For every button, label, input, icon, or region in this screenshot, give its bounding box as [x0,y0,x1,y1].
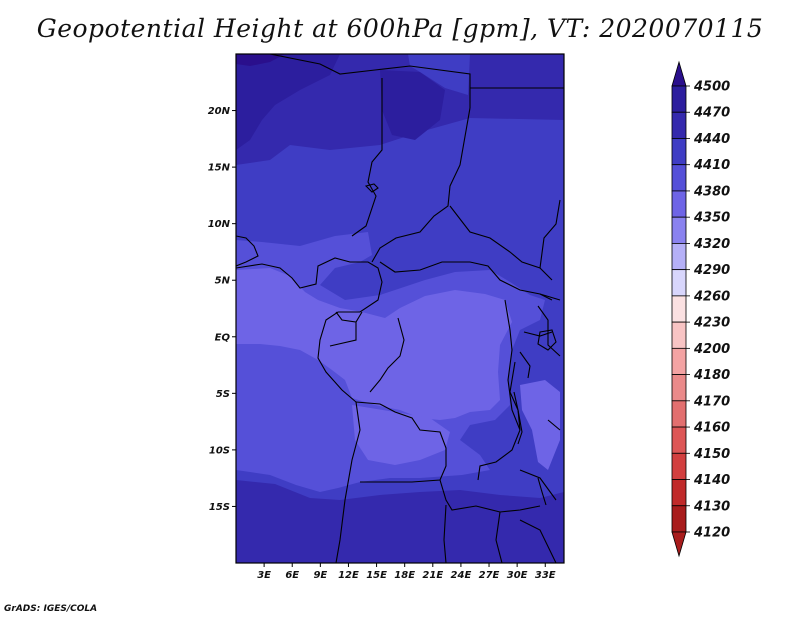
colorbar-swatch [671,400,687,428]
colorbar-label: 4440 [693,132,730,147]
contour-region-south [236,480,564,563]
colorbar-label: 4150 [693,447,730,462]
colorbar-swatch [671,216,687,244]
colorbar-label: 4500 [693,80,730,95]
map-borders [236,54,564,563]
latitude-axis: 20N 15N 10N 5N EQ 5S 10S 15S [208,106,236,513]
colorbar-bottom-arrow [671,531,687,558]
lat-tick-label: 10S [209,445,230,456]
colorbar-swatch [671,452,687,480]
colorbar-top-arrow [671,60,687,87]
border-angola [355,401,447,483]
lon-tick-label: 30E [507,570,528,581]
credit-label: GrADS: IGES/COLA [4,604,98,614]
colorbar-swatch [671,243,687,271]
colorbar-label: 4410 [693,158,730,173]
border-chad-sudan [351,78,383,237]
colorbar-label: 4180 [693,368,730,383]
colorbar-swatch [671,347,687,375]
colorbar-swatch [671,190,687,218]
colorbar-swatch [671,138,687,166]
lon-tick-label: 9E [313,570,327,581]
colorbar-label: 4380 [693,184,730,199]
colorbar-label: 4470 [693,106,730,121]
lake-chad [364,183,379,193]
border-congo [329,311,405,393]
colorbar-label: 4160 [693,421,730,436]
colorbar: 4500 4470 4440 4410 4380 4350 4320 4290 4260 4230… [671,60,730,558]
lat-tick-label: 15N [208,163,231,174]
lon-tick-label: 3E [257,570,271,581]
border-zambia [439,479,541,513]
colorbar-label: 4170 [693,394,730,409]
lake-malawi [537,477,547,506]
lake-victoria [537,329,557,351]
contour-region-northeast [380,70,445,140]
chart-title: Geopotential Height at 600hPa [gpm], VT:… [36,14,764,43]
lat-tick-label: EQ [215,332,231,343]
colorbar-swatch [671,164,687,192]
border-sudan [371,87,564,263]
colorbar-label: 4320 [693,237,730,252]
colorbar-label: 4200 [693,342,730,357]
contour-region-north-light [408,54,470,95]
border-east [519,199,561,501]
contour-region-4350 [236,268,512,420]
lat-tick-label: 5N [215,276,231,287]
lake-tanganyika [513,391,523,445]
colorbar-label: 4350 [693,211,730,226]
lon-tick-label: 6E [285,570,299,581]
contour-region-topmost [236,54,285,66]
lon-tick-label: 15E [366,570,387,581]
colorbar-swatch [671,269,687,297]
colorbar-label: 4290 [693,263,730,278]
colorbar-swatch [671,426,687,454]
colorbar-swatch [671,111,687,139]
border-drc-east [477,299,521,481]
contour-region-4350-south [352,405,450,465]
colorbar-swatch [671,479,687,507]
lat-tick-label: 5S [216,389,230,400]
contour-region-east-light [520,380,560,470]
lat-tick-label: 10N [208,219,231,230]
lon-tick-label: 18E [394,570,415,581]
longitude-axis: 3E 6E 9E 12E 15E 18E 21E 24E 27E 30E 33E [257,563,556,581]
colorbar-swatch [671,374,687,402]
colorbar-swatch [671,505,687,533]
lat-tick-label: 20N [208,106,231,117]
colorbar-label: 4130 [693,499,730,514]
colorbar-label: 4120 [693,526,730,541]
border-south [443,504,557,563]
lon-tick-label: 21E [422,570,443,581]
border-central-africa [379,261,553,301]
lon-tick-label: 12E [338,570,359,581]
lon-tick-label: 33E [535,570,556,581]
colorbar-swatch [671,321,687,349]
lon-tick-label: 27E [479,570,500,581]
colorbar-label: 4140 [693,473,730,488]
map-field [236,54,564,563]
border-west-sahel [269,54,471,108]
contour-region-northwest [236,54,340,150]
colorbar-label: 4230 [693,316,730,331]
lat-tick-label: 15S [209,502,230,513]
map-frame [235,53,565,564]
colorbar-swatch [671,295,687,323]
colorbar-label: 4260 [693,289,730,304]
border-lakes [509,305,561,431]
coastline-west [236,235,383,563]
colorbar-swatch [671,85,687,113]
lon-tick-label: 24E [451,570,472,581]
